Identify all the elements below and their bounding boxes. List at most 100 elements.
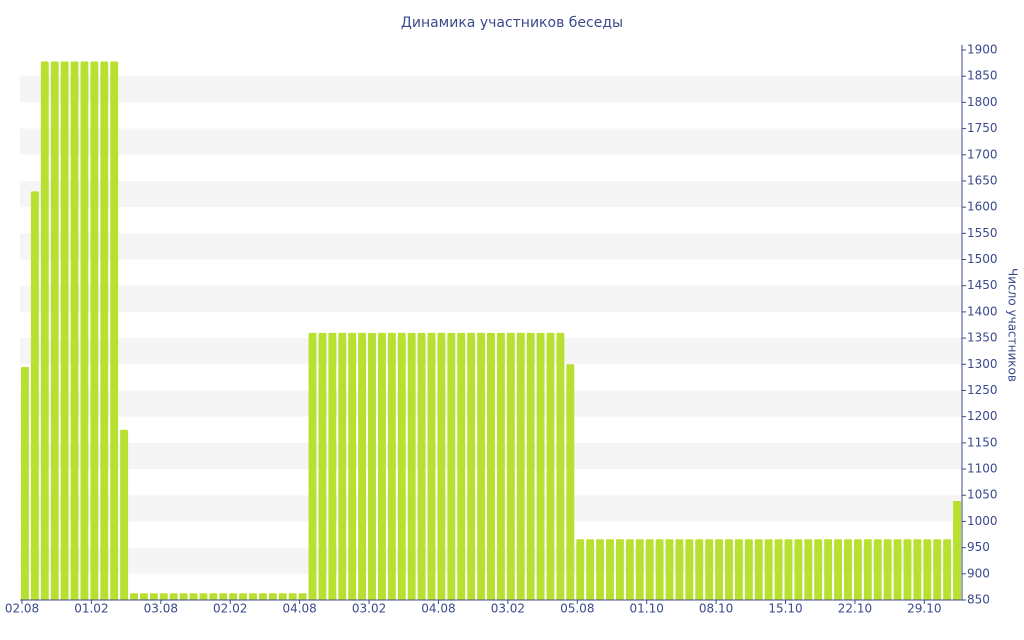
bar xyxy=(30,191,39,600)
bar xyxy=(804,539,813,600)
x-tick-label: 05.08 xyxy=(560,602,594,616)
x-tick-label: 03.08 xyxy=(144,602,178,616)
y-tick-label: 1300 xyxy=(967,357,998,371)
y-tick-label: 1700 xyxy=(967,147,998,161)
bar xyxy=(764,539,773,600)
bar xyxy=(447,332,456,600)
bar xyxy=(516,332,525,600)
bar xyxy=(853,539,862,600)
y-tick-label: 1400 xyxy=(967,304,998,318)
y-tick-label: 1500 xyxy=(967,252,998,266)
bar xyxy=(645,539,654,600)
bar xyxy=(487,332,495,600)
bar xyxy=(903,539,912,600)
bar xyxy=(368,332,376,600)
bar xyxy=(933,539,942,600)
bar xyxy=(496,332,505,600)
bar xyxy=(298,593,307,600)
bar xyxy=(606,539,614,600)
y-tick-label: 1000 xyxy=(967,514,998,528)
x-tick-label: 22.10 xyxy=(838,602,872,616)
bar xyxy=(734,539,743,600)
bar xyxy=(130,593,138,600)
bar xyxy=(754,539,763,600)
bar xyxy=(725,539,733,600)
bar xyxy=(288,593,297,600)
x-tick-label: 03.02 xyxy=(352,602,386,616)
y-tick-label: 1350 xyxy=(967,331,998,345)
bar xyxy=(615,539,624,600)
bar xyxy=(348,332,357,600)
bar xyxy=(149,593,158,600)
x-tick-label: 02.02 xyxy=(213,602,247,616)
bar xyxy=(873,539,882,600)
chart-title: Динамика участников беседы xyxy=(401,15,623,31)
bar xyxy=(913,539,922,600)
bar xyxy=(536,332,545,600)
bar xyxy=(278,593,287,600)
bar xyxy=(308,332,317,600)
y-tick-label: 1150 xyxy=(967,435,998,449)
bar xyxy=(467,332,476,600)
bar xyxy=(506,332,515,600)
bar xyxy=(229,593,238,600)
y-tick-label: 1750 xyxy=(967,121,998,135)
bar xyxy=(814,539,823,600)
bar xyxy=(80,61,89,601)
bar xyxy=(863,539,872,600)
bar xyxy=(675,539,684,600)
bar xyxy=(427,332,436,600)
bar xyxy=(596,539,605,600)
bar xyxy=(387,332,396,600)
bar xyxy=(526,332,535,600)
bar xyxy=(40,61,49,601)
y-axis-title: Число участников xyxy=(1006,268,1020,382)
y-tick-label: 1800 xyxy=(967,95,998,109)
bar xyxy=(50,61,59,601)
bar xyxy=(417,332,426,600)
x-tick-label: 01.02 xyxy=(74,602,108,616)
x-tick-label: 01.10 xyxy=(630,602,664,616)
bar xyxy=(844,539,852,600)
y-tick-label: 1200 xyxy=(967,409,998,423)
bar xyxy=(169,593,178,600)
y-tick-label: 900 xyxy=(967,566,990,580)
bar xyxy=(358,332,367,600)
y-tick-label: 1600 xyxy=(967,200,998,214)
bar xyxy=(556,332,565,600)
x-tick-label: 08.10 xyxy=(699,602,733,616)
bar xyxy=(705,539,714,600)
x-tick-label: 04.08 xyxy=(282,602,316,616)
bar xyxy=(100,61,109,601)
bar xyxy=(576,539,585,600)
bar xyxy=(665,539,674,600)
grid-band xyxy=(20,180,962,208)
bar xyxy=(199,593,208,600)
bar xyxy=(635,539,644,600)
grid-band xyxy=(20,285,962,312)
bar xyxy=(189,593,198,600)
x-tick-label: 02.08 xyxy=(5,602,39,616)
y-tick-label: 1100 xyxy=(967,462,998,476)
bar xyxy=(21,366,29,600)
bar xyxy=(209,593,218,600)
bar xyxy=(120,429,129,600)
bar xyxy=(60,61,69,601)
bar xyxy=(179,593,188,600)
bar xyxy=(893,539,902,600)
bar xyxy=(159,593,168,600)
bar xyxy=(70,61,79,601)
bar xyxy=(586,539,595,600)
bar xyxy=(883,539,892,600)
x-tick-label: 03.02 xyxy=(491,602,525,616)
bar xyxy=(685,539,694,600)
bar xyxy=(397,332,406,600)
bar xyxy=(328,332,337,600)
grid-band xyxy=(20,128,962,155)
bar xyxy=(90,61,99,601)
x-tick-label: 29.10 xyxy=(907,602,941,616)
bar xyxy=(407,332,416,600)
y-tick-label: 1850 xyxy=(967,69,998,83)
bar xyxy=(695,539,704,600)
